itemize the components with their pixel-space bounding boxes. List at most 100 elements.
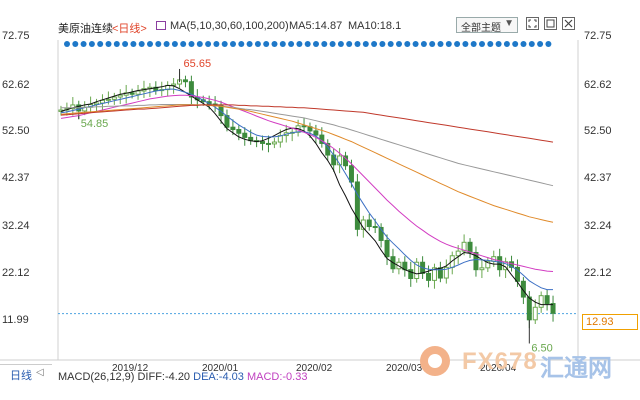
candle-body [514, 266, 520, 282]
candle-body [301, 125, 307, 128]
theme-dropdown[interactable]: 全部主题 ▼ [456, 17, 518, 34]
candle-body [414, 261, 420, 280]
candle-body [473, 252, 479, 271]
event-marker [221, 41, 228, 47]
event-marker [371, 41, 378, 47]
event-marker [537, 41, 544, 47]
event-marker [147, 41, 153, 47]
event-marker [288, 41, 295, 47]
window-icon[interactable] [544, 17, 557, 30]
event-marker [213, 41, 220, 47]
candle-body [485, 260, 491, 269]
event-marker [462, 41, 469, 47]
ma10-value: MA10:18.1 [348, 20, 402, 32]
candle-body [111, 96, 117, 100]
event-marker [72, 41, 79, 47]
event-marker [429, 41, 436, 47]
candle-body [479, 267, 485, 271]
event-marker [64, 41, 70, 47]
event-marker [387, 41, 394, 47]
candle-body [171, 83, 177, 86]
event-marker [171, 41, 178, 47]
event-marker [138, 41, 145, 47]
ma-indicator-label[interactable]: MA(5,10,30,60,100,200) [170, 20, 289, 32]
candle-body [455, 250, 461, 257]
x-tick-label: 2020/02 [296, 363, 333, 374]
event-marker [379, 41, 386, 47]
event-marker [97, 41, 104, 47]
macd-diff: DIFF:-4.20 [137, 371, 191, 383]
macd-value: MACD:-0.33 [246, 371, 308, 383]
event-marker [329, 41, 336, 47]
y-tick-label: 72.75 [2, 30, 30, 42]
fullscreen-icon[interactable] [526, 17, 539, 30]
candle-body [426, 272, 432, 281]
macd-indicator-bar: MACD(26,12,9) DIFF:-4.20 DEA:-4.03 MACD:… [58, 371, 307, 383]
candle-body [532, 306, 538, 321]
candle-body [372, 226, 378, 229]
x-tick-label: 2020/03 [386, 363, 423, 374]
candle-body [242, 132, 248, 138]
event-marker [188, 41, 195, 47]
watermark-text: FX678 [462, 348, 538, 375]
candle-body [461, 241, 467, 252]
candle-body [260, 141, 266, 144]
event-marker [545, 41, 552, 47]
watermark-cn: 汇通网 [540, 355, 612, 382]
ma-line-ma100 [60, 104, 554, 223]
bottom-tab-label: 日线 [10, 370, 32, 382]
y-tick-label-right: 42.37 [584, 172, 612, 184]
candle-body [265, 142, 271, 145]
event-marker [296, 41, 303, 47]
ma-line-ma10 [60, 88, 553, 291]
ma-line-ma60 [61, 104, 554, 187]
candle-body [230, 126, 236, 131]
bottom-period-tab[interactable]: 日线 ◁ [0, 364, 52, 382]
candle-body [497, 256, 503, 271]
period-selector[interactable]: <日线> [112, 23, 147, 35]
x-tick-label: 2019/12 [112, 363, 149, 374]
event-marker [246, 41, 253, 47]
close-icon[interactable] [562, 17, 575, 30]
candle-body [408, 269, 414, 280]
ma-line-ma200 [60, 104, 554, 143]
event-marker [445, 41, 452, 47]
y-tick-label: 52.50 [2, 125, 30, 137]
event-marker [470, 41, 477, 47]
y-tick-label-right: 52.50 [584, 125, 612, 137]
event-marker [512, 41, 519, 47]
collapse-icon[interactable]: ◁ [36, 367, 44, 378]
candle-body [348, 165, 354, 183]
event-marker [113, 41, 120, 47]
candle-body [354, 181, 360, 230]
event-marker [362, 41, 369, 47]
y-tick-label-right: 72.75 [584, 30, 612, 42]
x-tick-label: 2020/01 [202, 363, 239, 374]
candle-body [378, 226, 384, 241]
candle-body [467, 241, 473, 254]
event-marker [520, 41, 527, 47]
low2-annotation: 6.50 [531, 342, 552, 354]
macd-label: MACD(26,12,9) [58, 371, 135, 383]
event-marker [238, 41, 245, 47]
candle-body [520, 280, 526, 298]
low-annotation: 54.85 [81, 118, 109, 130]
candle-body [443, 266, 449, 279]
candle-body [313, 130, 319, 136]
candle-body [117, 94, 123, 98]
high-annotation: 65.65 [184, 58, 212, 70]
event-marker [479, 41, 485, 47]
event-marker [163, 41, 170, 47]
candle-body [129, 92, 135, 95]
event-marker [80, 41, 87, 47]
event-marker [420, 41, 427, 47]
event-marker [354, 41, 361, 47]
event-marker [337, 41, 344, 47]
event-marker [130, 41, 137, 47]
ma5-value: MA5:14.87 [289, 20, 343, 32]
candle-body [135, 90, 141, 95]
ma-indicator-icon [156, 21, 166, 30]
event-marker [254, 41, 261, 47]
event-marker [313, 41, 319, 47]
